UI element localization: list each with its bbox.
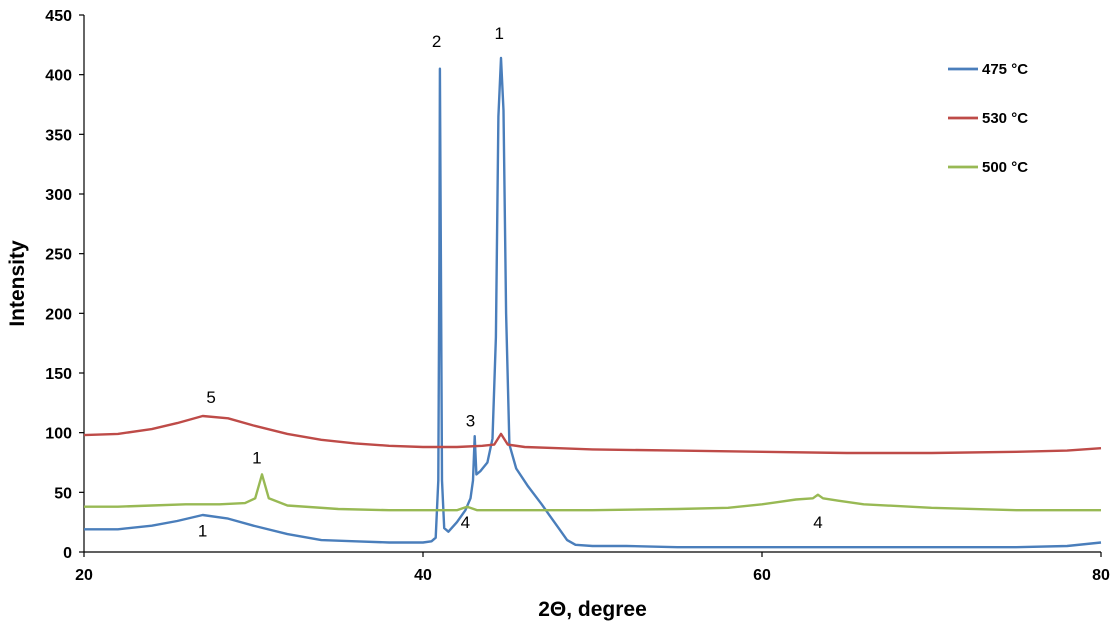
series-lines — [83, 56, 1102, 549]
series-line-1 — [83, 414, 1102, 455]
legend: 475 °C 530 °C 500 °C — [948, 61, 1028, 176]
peak-annotations: 2 1 3 5 1 4 4 1 — [198, 24, 823, 541]
y-tick-label: 350 — [45, 127, 72, 144]
x-tick-label: 40 — [414, 567, 432, 584]
y-tick-label: 300 — [45, 187, 72, 204]
y-tick-label: 100 — [45, 426, 72, 443]
peak-label: 1 — [198, 521, 207, 540]
x-tick-label: 80 — [1092, 567, 1110, 584]
y-tick-label: 50 — [54, 485, 72, 502]
legend-label: 530 °C — [982, 110, 1028, 127]
x-tick-label: 60 — [753, 567, 771, 584]
legend-label: 475 °C — [982, 61, 1028, 78]
x-tick-label: 20 — [75, 567, 93, 584]
x-axis-title: 2Θ, degree — [538, 598, 647, 621]
y-tick-label: 400 — [45, 68, 72, 85]
y-tick-label: 200 — [45, 306, 72, 323]
y-tick-label: 250 — [45, 247, 72, 264]
peak-label: 2 — [432, 32, 441, 51]
axes — [83, 15, 1101, 553]
peak-label: 5 — [206, 388, 215, 407]
peak-label: 3 — [466, 412, 475, 431]
y-tick-label: 150 — [45, 366, 72, 383]
y-tick-label: 450 — [45, 8, 72, 25]
ticks: 0 50 100 150 200 250 300 350 400 450 20 40 60 80 — [45, 8, 1110, 584]
y-axis-title: Intensity — [6, 240, 29, 327]
peak-label: 1 — [495, 24, 504, 43]
peak-label: 1 — [252, 449, 261, 468]
series-line-2 — [84, 473, 1101, 512]
series-line-0 — [84, 56, 1102, 549]
peak-label: 4 — [813, 513, 822, 532]
peak-label: 4 — [461, 513, 470, 532]
y-tick-label: 0 — [63, 545, 72, 562]
legend-label: 500 °C — [982, 159, 1028, 176]
